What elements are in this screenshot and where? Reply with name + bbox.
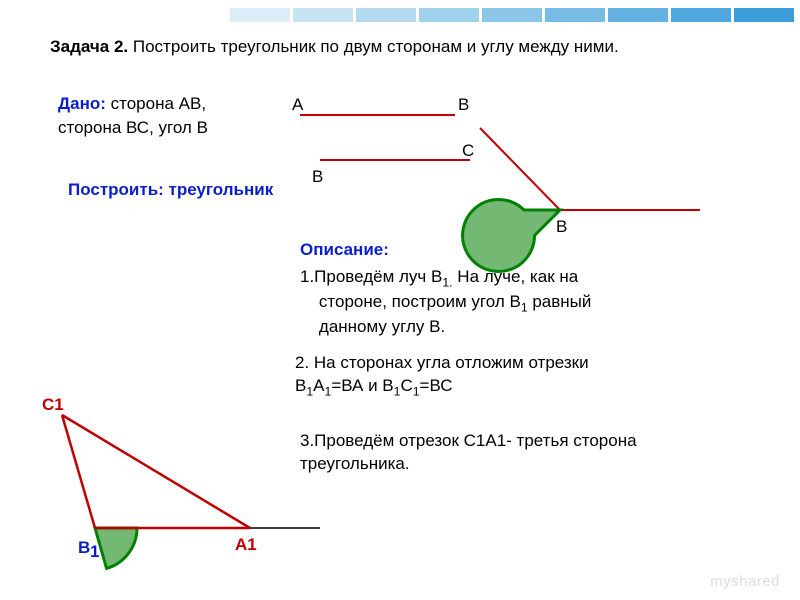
watermark: myshared [710, 573, 780, 590]
svg-text:В: В [556, 217, 567, 236]
geometry-diagram: АВВСВВ1А1С1 [0, 0, 800, 600]
svg-text:А: А [292, 95, 304, 114]
svg-text:В: В [458, 95, 469, 114]
svg-text:С: С [462, 141, 474, 160]
svg-text:1: 1 [90, 542, 99, 561]
svg-text:В: В [312, 167, 323, 186]
svg-text:С1: С1 [42, 395, 64, 414]
svg-text:А1: А1 [235, 535, 257, 554]
svg-text:В: В [78, 538, 90, 557]
